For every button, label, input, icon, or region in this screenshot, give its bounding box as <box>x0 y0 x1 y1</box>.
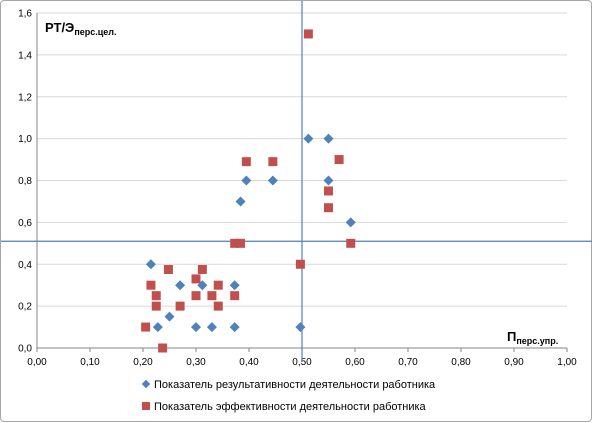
x-tick-label: 0,40 <box>239 357 259 368</box>
data-point-square <box>324 203 333 213</box>
x-tick-label: 0,90 <box>504 357 524 368</box>
x-tick-label: 0,00 <box>27 357 47 368</box>
x-axis-title-main: П <box>507 329 516 344</box>
data-point-square <box>236 238 246 248</box>
data-point-square <box>158 343 168 353</box>
y-tick-label: 1,4 <box>18 50 32 61</box>
y-tick-label: 0,8 <box>18 176 32 187</box>
data-point-square <box>141 322 151 332</box>
reference-lines <box>1 1 592 361</box>
data-point-square <box>230 238 240 248</box>
y-tick-label: 1,2 <box>18 92 32 103</box>
data-point-diamond <box>295 322 306 333</box>
data-point-diamond <box>345 217 356 228</box>
data-point-diamond <box>229 322 240 333</box>
data-point-square <box>151 301 161 311</box>
data-point-square <box>230 291 240 301</box>
legend-label-series-2: Показатель эффективности деятельности ра… <box>154 401 427 413</box>
x-axis-title-sub: перс.упр. <box>516 336 558 346</box>
y-axis-title-main: РТ/Э <box>45 20 74 35</box>
data-point-diamond <box>145 259 156 270</box>
data-point-square <box>146 280 156 290</box>
y-tick-label: 0,6 <box>18 218 32 229</box>
x-tick-label: 0,70 <box>398 357 418 368</box>
data-point-diamond <box>323 133 334 144</box>
legend-label-series-1: Показатель результативности деятельности… <box>154 379 436 391</box>
data-point-square <box>268 157 278 167</box>
data-point-diamond <box>241 175 252 186</box>
y-tick-label: 0,0 <box>18 344 32 355</box>
data-point-square <box>295 259 305 269</box>
data-point-diamond <box>152 322 163 333</box>
y-axis-title: РТ/Эперс.цел. <box>45 20 117 37</box>
y-tick-label: 1,6 <box>18 9 32 20</box>
x-tick-label: 0,10 <box>80 357 100 368</box>
data-point-diamond <box>323 175 334 186</box>
legend: Показатель результативности деятельности… <box>141 379 436 413</box>
legend-marker-diamond <box>141 379 151 389</box>
data-point-diamond <box>191 322 201 333</box>
x-tick-label: 0,20 <box>133 357 153 368</box>
x-tick-label: 1,00 <box>557 357 577 368</box>
data-point-square <box>213 280 223 290</box>
y-tick-label: 1,0 <box>18 134 32 145</box>
x-tick-label: 0,80 <box>451 357 471 368</box>
data-point-diamond <box>267 175 278 186</box>
x-tick-label: 0,60 <box>345 357 365 368</box>
data-point-square <box>151 291 161 301</box>
legend-item-series-1: Показатель результативности деятельности… <box>141 379 436 391</box>
data-point-square <box>303 29 313 39</box>
data-point-square <box>163 264 173 274</box>
data-point-diamond <box>229 280 240 291</box>
legend-item-series-2: Показатель эффективности деятельности ра… <box>142 401 427 413</box>
y-tick-label: 0,4 <box>18 260 32 271</box>
data-point-square <box>346 238 356 248</box>
data-point-diamond <box>206 322 217 333</box>
y-axis-title-sub: перс.цел. <box>74 27 116 37</box>
points-layer <box>141 29 356 353</box>
data-point-diamond <box>164 311 175 322</box>
data-point-diamond <box>175 280 186 291</box>
data-point-square <box>207 291 217 301</box>
data-point-square <box>175 301 185 311</box>
data-point-square <box>191 274 201 284</box>
data-point-square <box>191 291 201 301</box>
x-axis-title: Пперс.упр. <box>507 329 558 346</box>
legend-marker-square <box>142 402 150 410</box>
data-point-square <box>241 157 251 167</box>
data-point-square <box>213 301 223 311</box>
x-tick-label: 0,30 <box>186 357 206 368</box>
data-point-square <box>197 264 207 274</box>
y-tick-label: 0,2 <box>18 302 32 313</box>
data-point-diamond <box>235 196 246 207</box>
data-point-diamond <box>303 133 314 144</box>
data-point-square <box>324 186 333 196</box>
data-point-square <box>334 155 344 165</box>
axis-layer: 0,0 0,2 0,4 0,6 0,8 1,0 1,2 1,4 1,6 0,00 0,10 0,20 0… <box>18 9 577 369</box>
x-tick-label: 0,50 <box>292 357 312 368</box>
